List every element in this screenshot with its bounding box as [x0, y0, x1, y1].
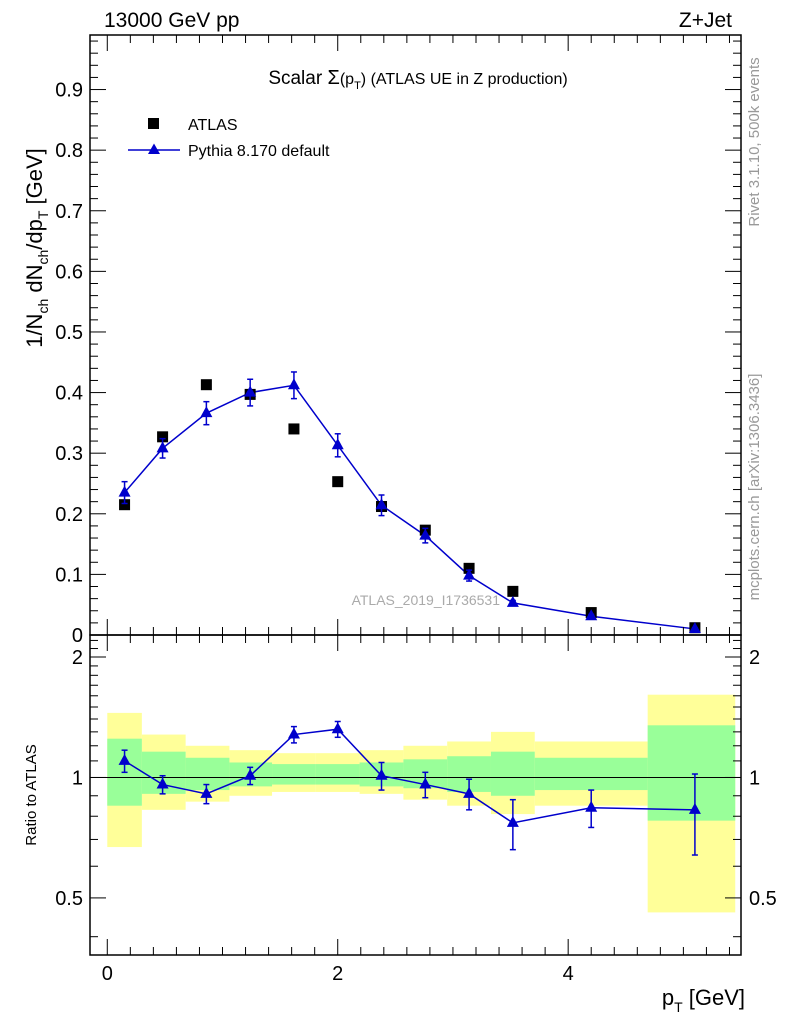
x-tick-label: 2: [332, 963, 343, 985]
y-tick-label: 0.4: [55, 383, 83, 405]
ratio-point: [688, 802, 701, 814]
ratio-y-tick-label: 2: [72, 647, 83, 669]
ratio-point: [287, 727, 300, 739]
pythia-point: [287, 378, 300, 390]
pythia-point: [118, 485, 131, 497]
ratio-point: [118, 753, 131, 765]
legend-marker-pythia: [148, 143, 160, 154]
legend-label-atlas: ATLAS: [188, 117, 238, 134]
title-close: ): [361, 71, 366, 88]
rivet-label: Rivet 3.1.10, 500k events: [746, 57, 763, 226]
pythia-point: [244, 385, 257, 397]
pythia-point: [585, 609, 598, 621]
pythia-point: [200, 406, 213, 418]
x-tick-label: 0: [102, 963, 113, 985]
ratio-point: [200, 786, 213, 798]
ylabel-sub1: ch: [35, 299, 51, 314]
ratio-point: [156, 777, 169, 789]
ylabel-part3: /dp: [22, 219, 47, 250]
ratio-axes: 0.5 0.5 1 1 2 2 0 2 4: [55, 635, 777, 985]
energy-label: 13000 GeV pp: [104, 9, 239, 32]
title-sub: T: [354, 80, 361, 92]
ylabel-part4: [GeV]: [22, 148, 47, 210]
atlas-point: [332, 476, 344, 488]
process-label: Z+Jet: [679, 9, 732, 32]
pythia-point: [506, 595, 519, 607]
pythia-point: [419, 528, 432, 540]
title-prefix: Scalar: [268, 68, 327, 89]
title-suffix: (ATLAS UE in Z production): [366, 71, 568, 88]
pythia-point: [331, 438, 344, 450]
uncertainty-band-green: [272, 764, 316, 785]
ratio-y-tick-label: 0.5: [55, 888, 83, 910]
atlas-point: [288, 423, 300, 435]
y-tick-label: 0.6: [55, 261, 83, 283]
uncertainty-band-green: [315, 764, 360, 785]
pythia-line: [123, 384, 696, 630]
legend: ATLAS Pythia 8.170 default: [128, 117, 330, 160]
legend-marker-atlas: [148, 118, 159, 129]
ratio-point: [375, 768, 388, 780]
ratio-y-tick-label: 1: [72, 767, 83, 789]
main-panel: 0 0.1 0.2 0.3 0.4 0.5 0.6 0.7 0.8 0.9: [55, 34, 742, 647]
main-y-axis: 0 0.1 0.2 0.3 0.4 0.5 0.6 0.7 0.8 0.9: [55, 35, 741, 647]
ratio-y-tick-label-right: 2: [749, 647, 760, 669]
xlabel-part2: [GeV]: [683, 985, 745, 1010]
atlas-point: [507, 585, 519, 597]
ylabel-part1: 1/N: [22, 314, 47, 348]
atlas-point: [157, 431, 169, 443]
xlabel-sub: T: [674, 999, 683, 1015]
uncertainty-band-green: [534, 757, 648, 791]
ratio-point: [244, 768, 257, 780]
legend-label-pythia: Pythia 8.170 default: [188, 143, 330, 160]
uncertainty-band-green: [647, 725, 736, 821]
ylabel-part2: dN: [22, 265, 47, 299]
ratio-point: [463, 786, 476, 798]
atlas-point: [119, 499, 131, 511]
ratio-y-tick-label-right: 1: [749, 767, 760, 789]
ratio-ylabel: Ratio to ATLAS: [23, 744, 40, 845]
ratio-point: [419, 777, 432, 789]
y-tick-label: 0.7: [55, 201, 83, 223]
ratio-line: [124, 728, 695, 824]
y-tick-label: 0: [72, 625, 83, 647]
pythia-point: [156, 441, 169, 453]
y-tick-label: 0.3: [55, 443, 83, 465]
y-tick-label: 0.5: [55, 322, 83, 344]
ylabel-sub3: T: [35, 210, 51, 219]
y-tick-label: 0.9: [55, 80, 83, 102]
title-sigma: Σ: [327, 67, 339, 89]
y-tick-label: 0.1: [55, 564, 83, 586]
mcplots-label: mcplots.cern.ch [arXiv:1306.3436]: [746, 374, 763, 601]
main-ylabel: 1/Nch dNch/dpT [GeV]: [22, 148, 51, 348]
title-open: (p: [340, 71, 354, 88]
plot-title: Scalar Σ(pT) (ATLAS UE in Z production): [268, 67, 567, 92]
y-tick-label: 0.8: [55, 140, 83, 162]
ratio-point: [585, 800, 598, 812]
ratio-point: [506, 815, 519, 827]
atlas-point: [200, 379, 212, 391]
pythia-point: [463, 568, 476, 580]
ratio-panel: 0.5 0.5 1 1 2 2 0 2 4: [55, 634, 777, 985]
ratio-frame: [89, 634, 742, 956]
ylabel-sub2: ch: [35, 250, 51, 265]
x-axis-label: pT [GeV]: [662, 985, 745, 1015]
pythia-point: [688, 621, 701, 633]
ratio-y-tick-label-right: 0.5: [749, 888, 777, 910]
y-tick-label: 0.2: [55, 504, 83, 526]
uncertainty-band-green: [490, 751, 535, 796]
atlas-point: [463, 562, 475, 574]
xlabel-part1: p: [662, 985, 674, 1010]
ratio-point: [331, 722, 344, 734]
analysis-watermark: ATLAS_2019_I1736531: [352, 592, 501, 608]
pythia-point: [375, 498, 388, 510]
x-tick-label: 4: [563, 963, 574, 985]
